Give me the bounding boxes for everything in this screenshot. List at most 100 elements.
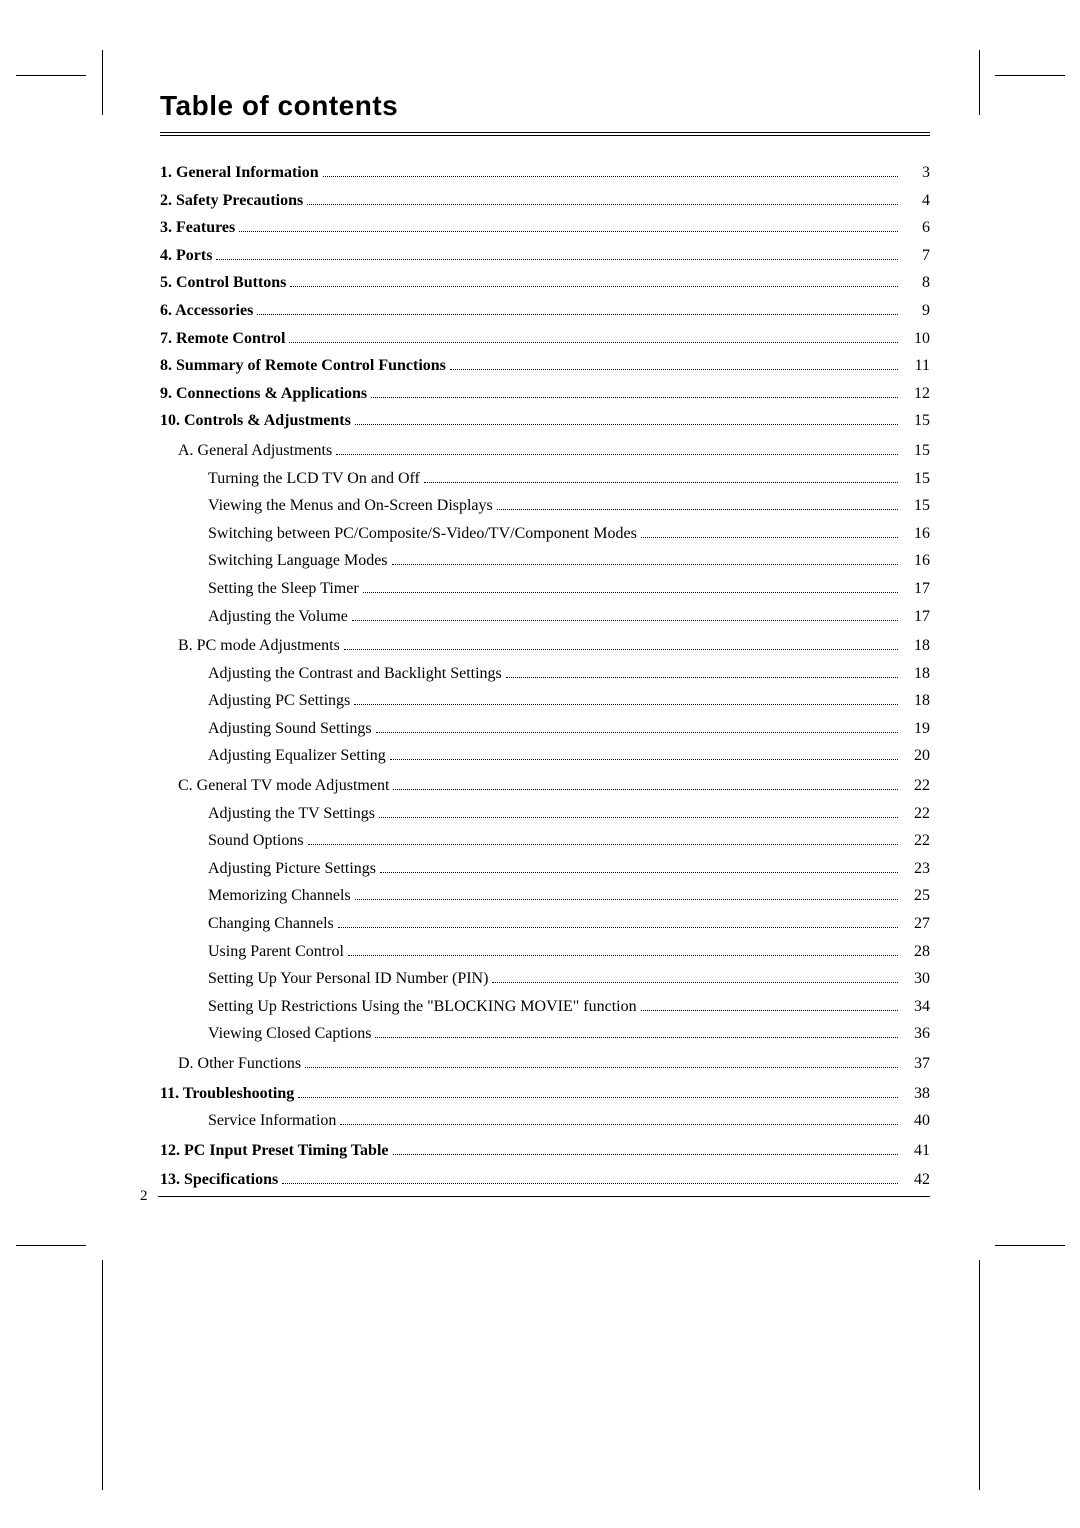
toc-entry: Switching between PC/Composite/S-Video/T…	[208, 525, 930, 543]
toc-label: 4. Ports	[160, 247, 212, 265]
toc-entry: Adjusting the Contrast and Backlight Set…	[208, 665, 930, 683]
toc-entry: 1. General Information 3	[160, 164, 930, 182]
toc-page: 19	[902, 720, 930, 738]
toc-entry: Setting Up Your Personal ID Number (PIN)…	[208, 970, 930, 988]
toc-entry: B. PC mode Adjustments 18	[178, 637, 930, 655]
toc-label: Switching Language Modes	[208, 552, 388, 570]
page-title: Table of contents	[160, 90, 930, 122]
toc-page: 28	[902, 943, 930, 961]
toc-entry: Memorizing Channels25	[208, 887, 930, 905]
toc-leader	[336, 454, 898, 455]
toc-entry: Switching Language Modes16	[208, 552, 930, 570]
toc-page: 22	[902, 777, 930, 795]
toc-entry: 9. Connections & Applications 12	[160, 385, 930, 403]
toc-leader	[371, 397, 898, 398]
toc-label: 1. General Information	[160, 164, 319, 182]
toc-entry: 7. Remote Control10	[160, 330, 930, 348]
toc-leader	[641, 537, 898, 538]
toc-label: Adjusting Sound Settings	[208, 720, 372, 738]
toc-leader	[450, 369, 898, 370]
footer-rule	[158, 1196, 931, 1197]
toc-entry: 2. Safety Precautions 4	[160, 192, 930, 210]
toc-page: 18	[902, 692, 930, 710]
crop-mark	[16, 75, 86, 76]
toc-entry: Sound Options22	[208, 832, 930, 850]
toc-page: 18	[902, 665, 930, 683]
toc-leader	[497, 509, 898, 510]
toc-leader	[424, 482, 898, 483]
toc-page: 41	[902, 1142, 930, 1160]
toc-entry: Adjusting Picture Settings23	[208, 860, 930, 878]
toc-entry: Changing Channels27	[208, 915, 930, 933]
toc-page: 17	[902, 580, 930, 598]
toc-page: 36	[902, 1025, 930, 1043]
toc-page: 34	[902, 998, 930, 1016]
toc-label: Using Parent Control	[208, 943, 344, 961]
crop-mark	[979, 1260, 980, 1490]
toc-leader	[257, 314, 898, 315]
toc-leader	[492, 982, 898, 983]
toc-label: Adjusting Picture Settings	[208, 860, 376, 878]
toc-leader	[352, 620, 898, 621]
toc-page: 15	[902, 470, 930, 488]
toc-page: 37	[902, 1055, 930, 1073]
page-number: 2	[140, 1188, 148, 1205]
toc-entry: Viewing the Menus and On-Screen Displays…	[208, 497, 930, 515]
toc-entry: 4. Ports7	[160, 247, 930, 265]
toc-leader	[354, 704, 898, 705]
toc-label: 2. Safety Precautions	[160, 192, 303, 210]
toc-leader	[340, 1124, 898, 1125]
toc-entry: Service Information40	[208, 1112, 930, 1130]
crop-mark	[16, 1245, 86, 1246]
toc-leader	[290, 286, 898, 287]
toc-label: Setting the Sleep Timer	[208, 580, 359, 598]
toc-leader	[307, 204, 898, 205]
toc-leader	[308, 844, 898, 845]
toc-label: Adjusting Equalizer Setting	[208, 747, 386, 765]
toc-page: 18	[902, 637, 930, 655]
table-of-contents: 1. General Information 3 2. Safety Precaut…	[160, 164, 930, 1189]
toc-entry: Adjusting Equalizer Setting20	[208, 747, 930, 765]
toc-leader	[355, 899, 898, 900]
toc-page: 6	[902, 219, 930, 237]
toc-entry: C. General TV mode Adjustment22	[178, 777, 930, 795]
toc-label: Adjusting the Contrast and Backlight Set…	[208, 665, 502, 683]
toc-entry: Adjusting the TV Settings22	[208, 805, 930, 823]
crop-mark	[102, 1260, 103, 1490]
toc-page: 38	[902, 1085, 930, 1103]
toc-label: B. PC mode Adjustments	[178, 637, 340, 655]
toc-page: 25	[902, 887, 930, 905]
toc-page: 16	[902, 525, 930, 543]
toc-page: 4	[902, 192, 930, 210]
toc-entry: Adjusting PC Settings18	[208, 692, 930, 710]
toc-page: 15	[902, 442, 930, 460]
toc-leader	[380, 872, 898, 873]
toc-leader	[355, 424, 898, 425]
page-content: Table of contents 1. General Information…	[160, 90, 930, 1199]
toc-page: 11	[902, 357, 930, 375]
toc-leader	[390, 759, 898, 760]
toc-page: 3	[902, 164, 930, 182]
toc-label: Viewing Closed Captions	[208, 1025, 371, 1043]
toc-leader	[363, 592, 898, 593]
toc-leader	[305, 1067, 898, 1068]
toc-label: A. General Adjustments	[178, 442, 332, 460]
toc-entry: 8. Summary of Remote Control Functions11	[160, 357, 930, 375]
toc-entry: Adjusting the Volume17	[208, 608, 930, 626]
toc-leader	[216, 259, 898, 260]
toc-label: Viewing the Menus and On-Screen Displays	[208, 497, 493, 515]
toc-page: 9	[902, 302, 930, 320]
toc-page: 12	[902, 385, 930, 403]
toc-page: 27	[902, 915, 930, 933]
toc-leader	[393, 789, 898, 790]
title-rule	[160, 132, 930, 136]
toc-page: 30	[902, 970, 930, 988]
toc-label: 9. Connections & Applications	[160, 385, 367, 403]
toc-leader	[348, 955, 898, 956]
toc-label: Service Information	[208, 1112, 336, 1130]
toc-label: 5. Control Buttons	[160, 274, 286, 292]
toc-label: 11. Troubleshooting	[160, 1085, 294, 1103]
toc-page: 22	[902, 805, 930, 823]
toc-page: 15	[902, 412, 930, 430]
crop-mark	[995, 75, 1065, 76]
